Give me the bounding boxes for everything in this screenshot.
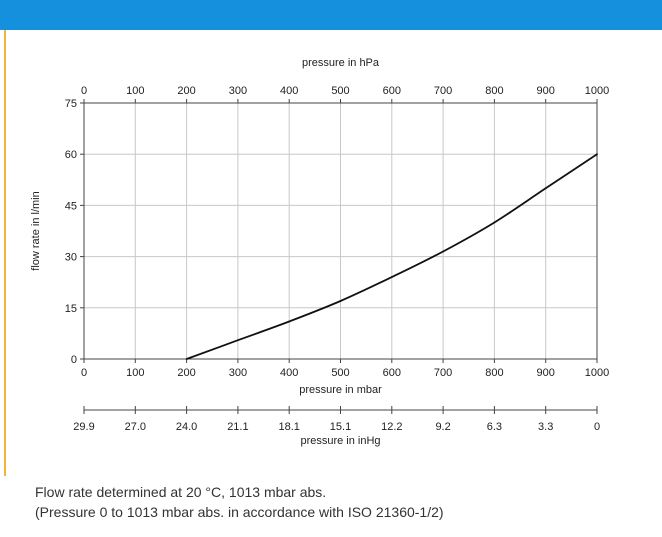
inhg-tick-label: 3.3 — [538, 421, 553, 433]
top-tick-label: 900 — [537, 85, 555, 97]
top-tick-label: 700 — [434, 85, 452, 97]
top-tick-label: 400 — [280, 85, 298, 97]
y-tick-label: 15 — [65, 303, 77, 315]
inhg-tick-label: 12.2 — [381, 421, 402, 433]
x-tick-label: 300 — [229, 367, 247, 379]
inhg-tick-label: 15.1 — [330, 421, 351, 433]
top-tick-label: 800 — [485, 85, 503, 97]
x-tick-label: 600 — [383, 367, 401, 379]
inhg-axis-title: pressure in inHg — [300, 435, 380, 447]
y-tick-label: 60 — [65, 149, 77, 161]
y-tick-label: 30 — [65, 252, 77, 264]
top-tick-label: 300 — [229, 85, 247, 97]
x-tick-label: 500 — [331, 367, 349, 379]
top-tick-label: 1000 — [585, 85, 609, 97]
inhg-tick-label: 29.9 — [73, 421, 94, 433]
inhg-tick-label: 18.1 — [278, 421, 299, 433]
grid — [84, 103, 597, 359]
x-tick-label: 200 — [177, 367, 195, 379]
x-axis-title: pressure in mbar — [299, 384, 382, 396]
header-bar — [0, 0, 662, 30]
x-tick-label: 400 — [280, 367, 298, 379]
x-tick-label: 100 — [126, 367, 144, 379]
top-tick-label: 0 — [81, 85, 87, 97]
y-tick-label: 45 — [65, 200, 77, 212]
inhg-tick-label: 0 — [594, 421, 600, 433]
x-tick-label: 0 — [81, 367, 87, 379]
x-tick-label: 800 — [485, 367, 503, 379]
left-accent-rule — [4, 30, 6, 476]
y-tick-label: 0 — [71, 354, 77, 366]
series-line-flow-rate — [186, 153, 598, 360]
y-tick-label: 75 — [65, 98, 77, 110]
top-tick-label: 100 — [126, 85, 144, 97]
footnote-line-2: (Pressure 0 to 1013 mbar abs. in accorda… — [35, 504, 444, 520]
top-tick-label: 600 — [383, 85, 401, 97]
x-tick-label: 900 — [537, 367, 555, 379]
inhg-tick-label: 27.0 — [125, 421, 146, 433]
inhg-tick-label: 21.1 — [227, 421, 248, 433]
inhg-tick-label: 6.3 — [487, 421, 502, 433]
top-tick-label: 500 — [331, 85, 349, 97]
top-axis-title: pressure in hPa — [302, 57, 380, 69]
footnote-line-1: Flow rate determined at 20 °C, 1013 mbar… — [35, 484, 327, 500]
x-tick-label: 1000 — [585, 367, 609, 379]
top-tick-label: 200 — [177, 85, 195, 97]
x-tick-label: 700 — [434, 367, 452, 379]
y-axis-title: flow rate in l/min — [30, 191, 42, 270]
inhg-tick-label: 24.0 — [176, 421, 197, 433]
inhg-tick-label: 9.2 — [435, 421, 450, 433]
